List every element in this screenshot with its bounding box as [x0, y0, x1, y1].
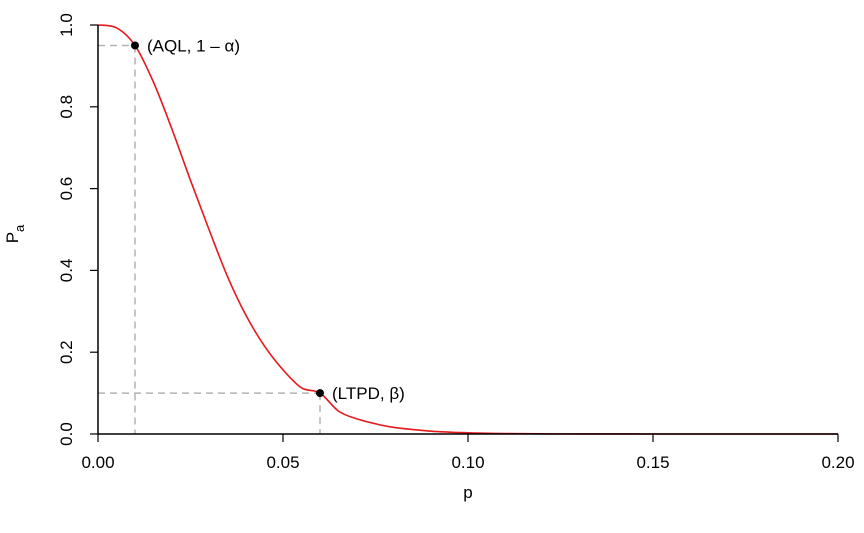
reference-lines	[98, 44, 321, 434]
y-tick-label: 0.4	[57, 259, 76, 283]
y-axis-title: Pa	[3, 224, 27, 243]
x-axis-title: p	[463, 483, 472, 502]
annotated-point-label-part: )	[399, 384, 405, 403]
y-tick-label: 0.0	[57, 422, 76, 446]
x-tick-label: 0.10	[451, 453, 484, 472]
axes: 0.00 0.05 0.10 0.15 0.20 0.0 0.2 0.4 0.6 0.8 1.0	[57, 13, 855, 472]
y-tick-label: 0.2	[57, 340, 76, 364]
annotated-point-marker	[316, 389, 324, 398]
annotated-point-label-part: β	[389, 384, 399, 403]
annotated-point-label: (LTPD, β)	[332, 384, 405, 403]
annotated-point-label-part: α	[224, 36, 234, 55]
annotated-points: (AQL, 1 – α)(LTPD, β)	[131, 36, 405, 403]
annotated-point-label-part: (AQL, 1 –	[147, 36, 224, 55]
curve-layer	[97, 24, 838, 435]
y-tick-label: 0.8	[57, 95, 76, 119]
x-tick-label: 0.00	[81, 453, 114, 472]
y-axis-title-sub: a	[12, 224, 27, 232]
annotated-point-label: (AQL, 1 – α)	[147, 36, 240, 55]
annotated-point-marker	[131, 41, 139, 50]
oc-curve-line	[97, 24, 838, 435]
x-tick-label: 0.05	[266, 453, 299, 472]
y-tick-label: 1.0	[57, 13, 76, 37]
annotated-point-label-part: )	[234, 36, 240, 55]
x-tick-label: 0.20	[821, 453, 854, 472]
annotated-point-label-part: (LTPD,	[332, 384, 389, 403]
y-axis-title-main: P	[3, 232, 22, 243]
y-tick-label: 0.6	[57, 177, 76, 201]
x-tick-label: 0.15	[636, 453, 669, 472]
